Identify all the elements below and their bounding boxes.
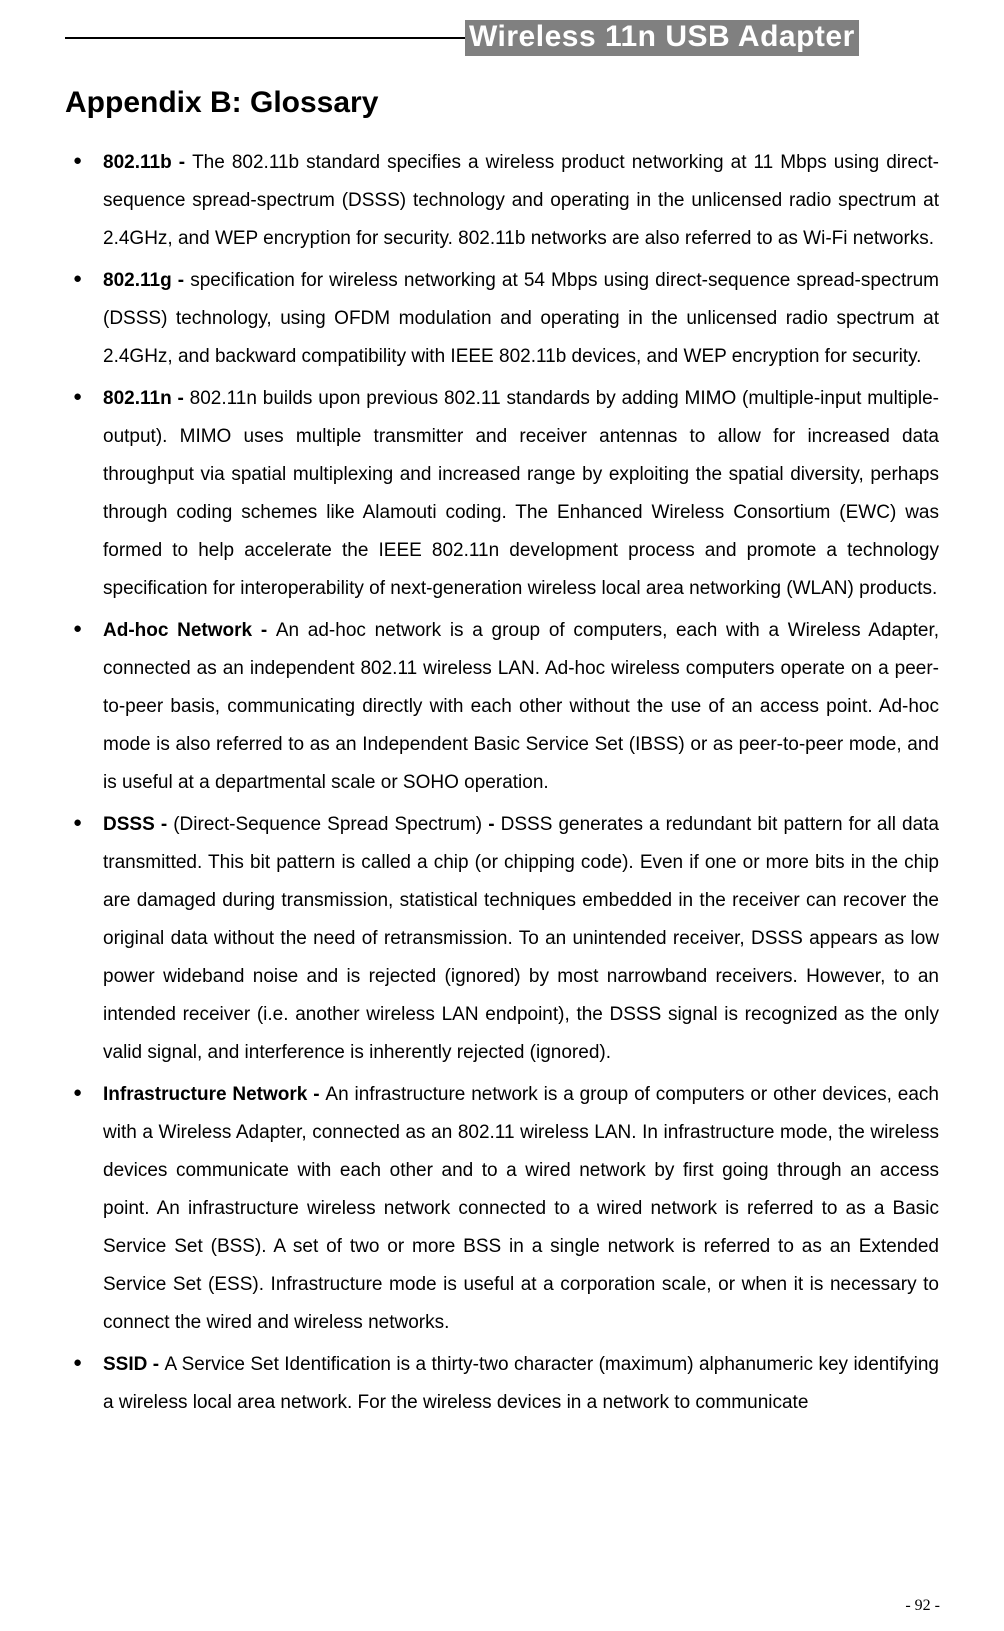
dash: - [147, 1354, 164, 1375]
glossary-item: DSSS - (Direct-Sequence Spread Spectrum)… [65, 806, 939, 1072]
glossary-list: 802.11b - The 802.11b standard specifies… [65, 144, 939, 1422]
page-number: - 92 - [905, 1597, 940, 1615]
dash: - [172, 152, 192, 173]
definition: A Service Set Identification is a thirty… [103, 1354, 939, 1413]
definition: The 802.11b standard specifies a wireles… [103, 152, 939, 249]
glossary-item: SSID - A Service Set Identification is a… [65, 1346, 939, 1422]
header-rule [65, 37, 465, 39]
header-bar: Wireless 11n USB Adapter [65, 20, 939, 56]
definition: An infrastructure network is a group of … [103, 1084, 939, 1333]
glossary-item: Infrastructure Network - An infrastructu… [65, 1076, 939, 1342]
definition: specification for wireless networking at… [103, 270, 939, 367]
term: 802.11b [103, 152, 172, 173]
appendix-title: Appendix B: Glossary [65, 86, 939, 120]
glossary-item: 802.11b - The 802.11b standard specifies… [65, 144, 939, 258]
glossary-item: Ad-hoc Network - An ad-hoc network is a … [65, 612, 939, 802]
definition: 802.11n builds upon previous 802.11 stan… [103, 388, 939, 599]
dash: - [252, 620, 276, 641]
term: SSID [103, 1354, 147, 1375]
term: DSSS [103, 814, 155, 835]
term: 802.11n [103, 388, 172, 409]
dash: - [172, 388, 190, 409]
term: Ad-hoc Network [103, 620, 252, 641]
glossary-item: 802.11n - 802.11n builds upon previous 8… [65, 380, 939, 608]
term: 802.11g [103, 270, 172, 291]
subnote: (Direct-Sequence Spread Spectrum) [173, 814, 482, 835]
dash: - [155, 814, 173, 835]
glossary-item: 802.11g - specification for wireless net… [65, 262, 939, 376]
header-title: Wireless 11n USB Adapter [465, 20, 859, 56]
page-wrapper: Wireless 11n USB Adapter Appendix B: Glo… [0, 0, 1004, 1422]
term: Infrastructure Network [103, 1084, 307, 1105]
definition: An ad-hoc network is a group of computer… [103, 620, 939, 793]
dash: - [482, 814, 500, 835]
dash: - [307, 1084, 325, 1105]
dash: - [172, 270, 191, 291]
definition: DSSS generates a redundant bit pattern f… [103, 814, 939, 1063]
